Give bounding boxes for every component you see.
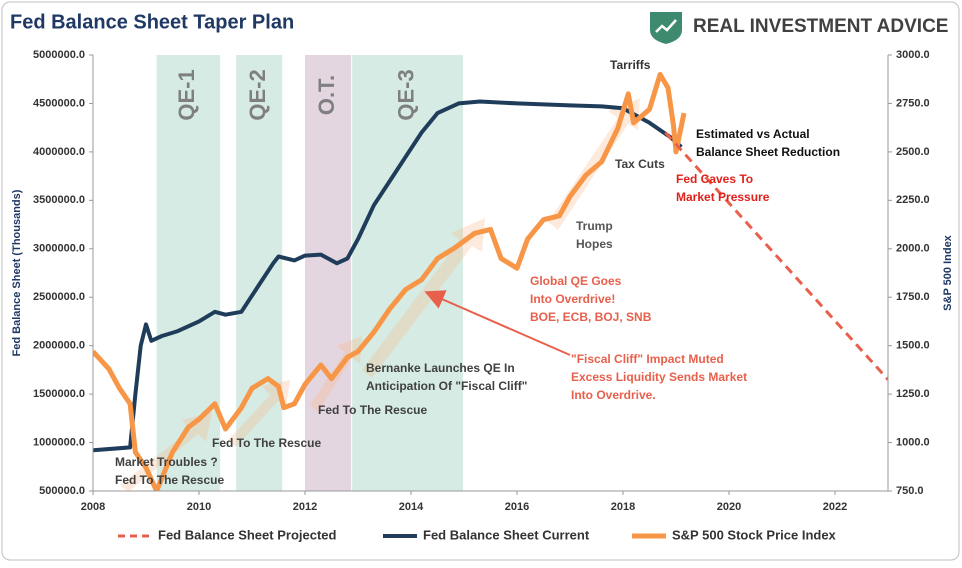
y2-axis-label: S&P 500 Index [942,234,954,310]
annotation: Tax Cuts [615,157,665,171]
annotation: Market Troubles ? [115,455,218,469]
y-tick-label: 3000000.0 [33,243,85,255]
annotation: Bernanke Launches QE In [366,361,515,375]
shaded-region [156,55,221,491]
y2-tick-label: 2250.0 [896,194,930,206]
shaded-region [305,55,352,491]
region-label: QE-2 [245,69,270,120]
series-line [93,99,683,453]
trend-arrow [120,412,212,492]
x-tick-label: 2016 [505,501,529,513]
logo-icon [655,19,677,33]
y-tick-label: 2500000.0 [33,291,85,303]
annotation: Into Overdrive! [530,292,615,306]
brand-logo [650,12,682,44]
trend-arrow [228,380,290,447]
series-line [93,71,687,491]
trend-arrow [362,218,485,378]
x-tick-label: 2008 [81,501,105,513]
x-tick-label: 2014 [399,501,424,513]
series-line [664,131,888,381]
annotation: Market Pressure [676,190,770,204]
region-label: O.T. [314,75,339,115]
annotation: "Fiscal Cliff" Impact Muted [571,352,724,366]
y-tick-label: 1000000.0 [33,436,85,448]
y2-tick-label: 1750.0 [896,291,930,303]
plot [93,71,888,491]
y2-tick-label: 1250.0 [896,388,930,400]
annotation: Fed To The Rescue [115,473,224,487]
annotation: Excess Liquidity Sends Market [571,370,747,384]
y-tick-label: 3500000.0 [33,194,85,206]
x-tick-label: 2012 [293,501,317,513]
annotation: Anticipation Of "Fiscal Cliff" [366,379,527,393]
annotation: Fed To The Rescue [212,436,321,450]
y-tick-label: 4500000.0 [33,97,85,109]
y2-tick-label: 3000.0 [896,49,930,61]
y-tick-label: 4000000.0 [33,146,85,158]
chart-title: Fed Balance Sheet Taper Plan [10,11,294,33]
annotation-arrow [424,290,571,356]
regions: QE-1 QE-2 O.T. QE-3 [156,55,463,491]
annotation: Trump [576,219,613,233]
x-tick-label: 2020 [717,501,741,513]
annotation: Hopes [576,237,613,251]
annotation: Global QE Goes [530,274,622,288]
annotation: Estimated vs Actual [696,127,810,141]
annotation: BOE, ECB, BOJ, SNB [530,310,652,324]
x-tick-label: 2018 [611,501,635,513]
y-tick-label: 2000000.0 [33,340,85,352]
region-label: QE-1 [174,69,199,120]
annotation: Fed Caves To [676,172,753,186]
annotation: Into Overdrive. [571,388,656,402]
y2-tick-label: 1000.0 [896,436,930,448]
y-tick-label: 5000000.0 [33,49,85,61]
y2-tick-label: 2000.0 [896,243,930,255]
legend-label: Fed Balance Sheet Current [423,527,590,542]
y-tick-label: 500000.0 [39,485,85,497]
y2-tick-label: 750.0 [896,485,924,497]
y2-tick-label: 2500.0 [896,146,930,158]
y-tick-label: 1500000.0 [33,388,85,400]
annotation: Tarriffs [610,58,651,72]
brand-name: REAL INVESTMENT ADVICE [693,16,948,37]
x-tick-label: 2022 [823,501,847,513]
legend: Fed Balance Sheet Projected Fed Balance S… [118,527,837,542]
region-label: QE-3 [393,69,418,120]
y-axis-label: Fed Balance Sheet (Thousands) [11,189,23,356]
y2-tick-label: 2750.0 [896,97,930,109]
y2-tick-label: 1500.0 [896,340,930,352]
annotation: Fed To The Rescue [318,403,427,417]
annotation: Balance Sheet Reduction [696,145,840,159]
x-tick-label: 2010 [187,501,211,513]
legend-label: S&P 500 Stock Price Index [672,527,837,542]
legend-label: Fed Balance Sheet Projected [158,527,337,542]
shaded-region [352,55,463,491]
shaded-region [236,55,283,491]
